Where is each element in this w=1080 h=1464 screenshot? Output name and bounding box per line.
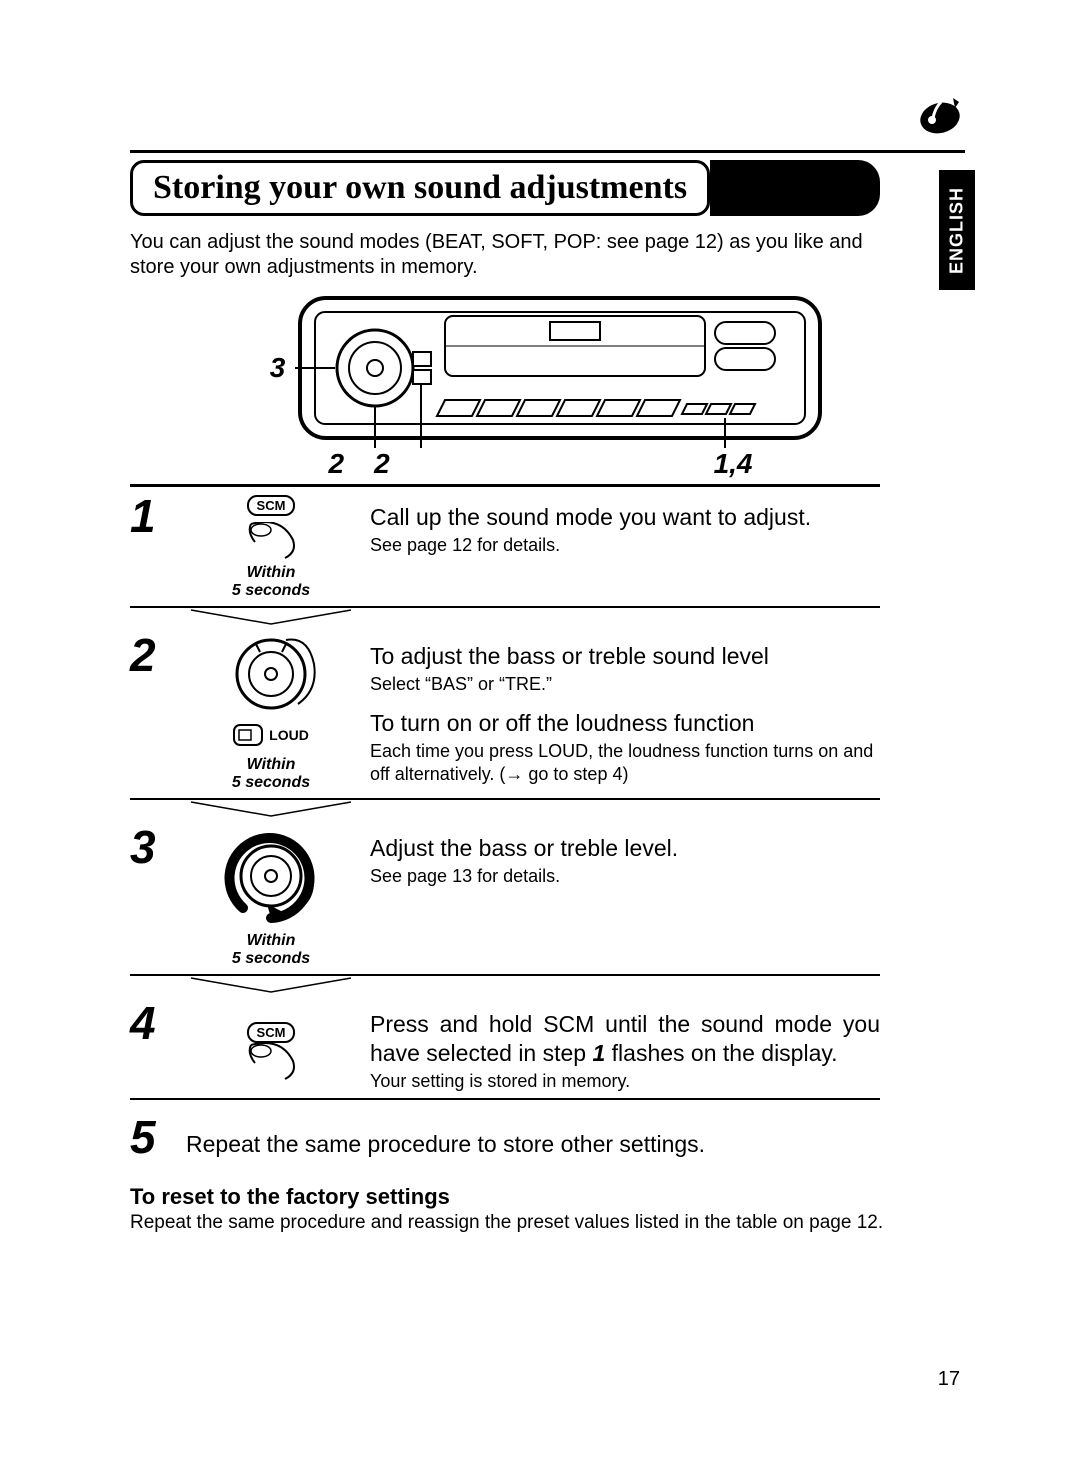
step-4-head-stepnum: 1 (592, 1040, 605, 1066)
step-1: 1 SCM Within 5 seconds Call up the sound… (130, 487, 880, 608)
step-4-head: Press and hold SCM until the sound mode … (370, 1010, 880, 1068)
section-title-row: Storing your own sound adjustments (130, 160, 965, 216)
timing-bracket-3 (186, 976, 356, 994)
manual-page: ENGLISH Storing your own sound adjustmen… (0, 0, 1080, 1464)
step-4-graphic: SCM (186, 994, 356, 1083)
section-title-tail (710, 160, 880, 216)
callout-14: 1,4 (714, 448, 813, 480)
loud-button-icon (233, 724, 263, 746)
step-2-sub-a: Select “BAS” or “TRE.” (370, 673, 880, 696)
step-3: 3 Within 5 seconds Adjust the bass or tr… (130, 818, 880, 976)
step-4: 4 SCM Press and hold SCM until the sound… (130, 994, 880, 1100)
step-2-graphic: LOUD Within 5 seconds (186, 626, 356, 792)
page-number: 17 (938, 1368, 960, 1391)
step-3-head: Adjust the bass or treble level. (370, 834, 880, 863)
timing-bracket-1 (186, 608, 356, 626)
step-number: 2 (130, 626, 186, 678)
reset-heading: To reset to the factory settings (130, 1184, 965, 1210)
callout-2a: 2 (329, 448, 345, 480)
reset-body: Repeat the same procedure and reassign t… (130, 1212, 965, 1234)
callout-2b: 2 (374, 448, 390, 480)
loud-label: LOUD (269, 727, 309, 743)
scm-button-icon: SCM (247, 1022, 296, 1043)
timing-bracket-2 (186, 800, 356, 818)
step-2-head-b: To turn on or off the loudness function (370, 709, 880, 738)
timing-3: Within 5 seconds (186, 932, 356, 968)
music-note-icon (915, 90, 965, 140)
step-1-head: Call up the sound mode you want to adjus… (370, 503, 880, 532)
step-number: 3 (130, 818, 186, 870)
timing-2: Within 5 seconds (186, 756, 356, 792)
step-5: 5 Repeat the same procedure to store oth… (130, 1108, 880, 1166)
step-2-sub-b: Each time you press LOUD, the loudness f… (370, 740, 880, 785)
step-2-head-a: To adjust the bass or treble sound level (370, 642, 880, 671)
step-1-graphic: SCM Within 5 seconds (186, 487, 356, 600)
step-2: 2 LOUD Within 5 seconds To adjust the ba… (130, 626, 880, 800)
callout-3: 3 (270, 352, 286, 384)
step-1-sub: See page 12 for details. (370, 534, 880, 557)
device-diagram: 3 (130, 288, 965, 480)
intro-text: You can adjust the sound modes (BEAT, SO… (130, 230, 965, 280)
step-4-head-post: flashes on the display. (605, 1040, 837, 1066)
header-rule (130, 150, 965, 153)
step-3-sub: See page 13 for details. (370, 865, 880, 888)
section-title: Storing your own sound adjustments (130, 160, 710, 216)
step-number: 5 (130, 1108, 186, 1160)
step-3-graphic: Within 5 seconds (186, 818, 356, 968)
step-4-sub: Your setting is stored in memory. (370, 1070, 880, 1093)
language-tab: ENGLISH (939, 170, 975, 290)
step-5-head: Repeat the same procedure to store other… (186, 1130, 880, 1159)
scm-button-icon: SCM (247, 495, 296, 516)
timing-1: Within 5 seconds (186, 564, 356, 600)
step-number: 1 (130, 487, 186, 539)
step-number: 4 (130, 994, 186, 1046)
